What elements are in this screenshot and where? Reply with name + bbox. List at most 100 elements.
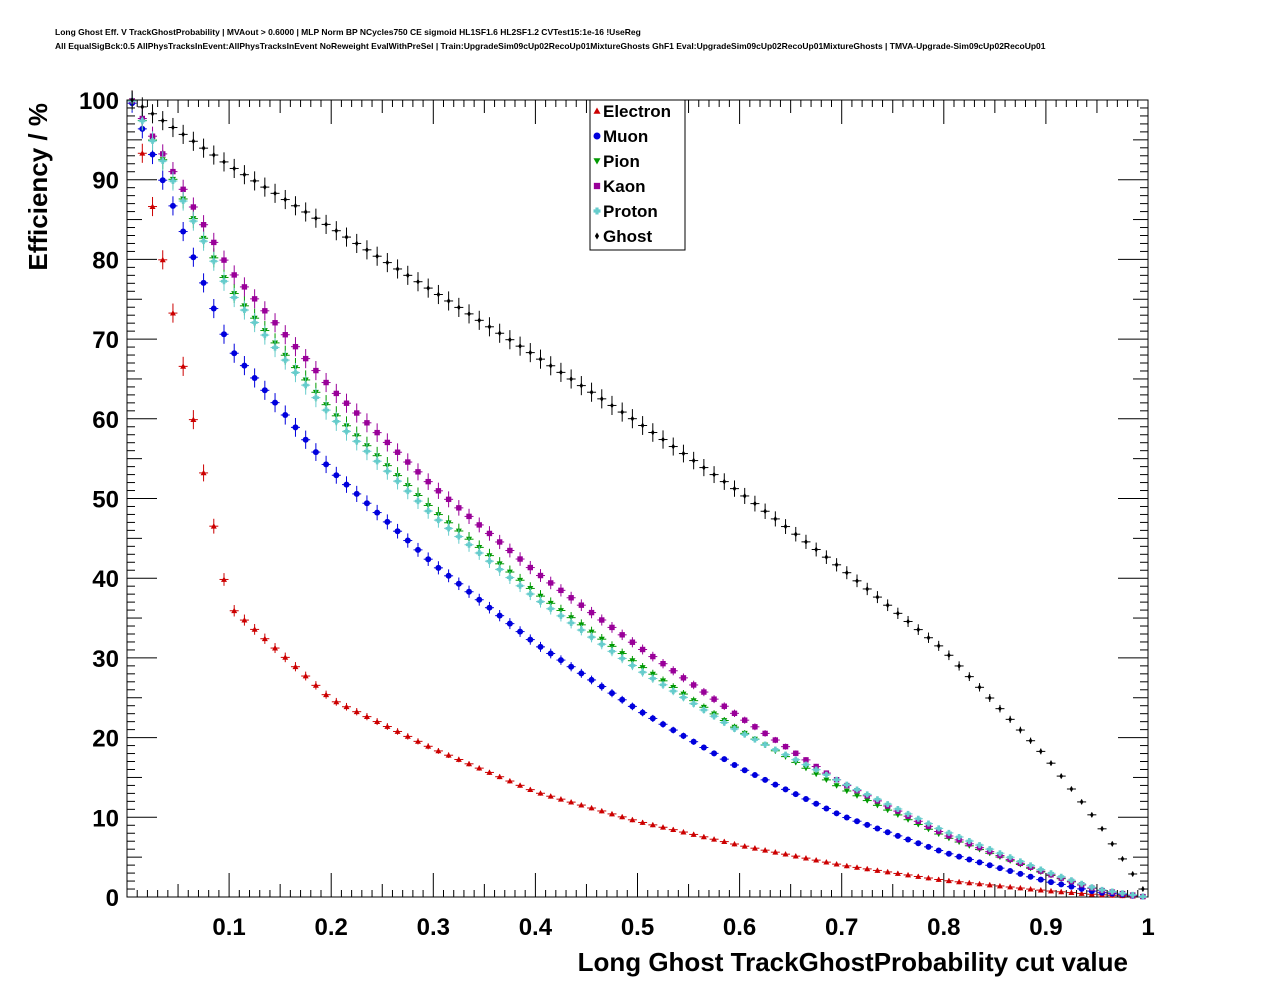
data-point [231,607,238,614]
data-point [180,198,187,205]
data-point [527,564,533,571]
data-point [364,420,370,426]
data-point [200,222,207,228]
data-point [1017,885,1024,891]
data-point [435,517,442,524]
data-point [855,577,859,584]
data-point [956,853,963,860]
data-point [517,628,524,635]
data-point [231,350,238,357]
legend-marker [593,132,601,140]
x-tick-label: 0.7 [825,914,858,941]
data-point [896,610,900,617]
data-point [486,604,493,611]
data-point [935,825,942,832]
data-point [976,842,983,849]
data-point [998,705,1002,712]
y-tick-label: 20 [92,726,119,753]
data-point [1058,873,1065,880]
data-point [363,713,370,720]
data-point [210,258,217,265]
data-point [639,709,646,716]
data-point [721,719,728,726]
data-point [1090,811,1094,818]
data-point [925,843,932,850]
data-point [680,732,687,739]
data-point [823,771,830,778]
data-point [445,496,452,503]
series-proton [127,91,1148,900]
data-point [935,876,942,882]
data-point [1037,866,1044,873]
data-point [344,234,349,241]
legend-label: Muon [603,127,648,146]
data-point [200,279,207,286]
data-point [231,294,238,301]
data-point [394,528,401,535]
data-point [1069,786,1074,793]
data-point [159,256,166,263]
data-point [752,724,758,730]
data-point [242,171,247,178]
data-point [353,438,360,445]
data-point [1078,890,1085,896]
legend-label: Ghost [603,227,652,246]
data-point [833,861,840,867]
data-point [1048,870,1055,877]
data-point [802,765,809,772]
data-point [507,547,513,554]
data-point [926,634,931,641]
data-point [578,627,585,634]
data-point [843,788,850,794]
data-point [875,594,880,601]
data-point [804,538,808,545]
data-point [466,588,473,595]
data-point [782,851,789,857]
data-point [487,323,492,330]
data-point [670,688,677,695]
data-point [190,254,197,261]
data-point [435,747,442,754]
data-point [1068,883,1075,890]
data-point [527,591,534,598]
data-point [365,246,369,253]
data-point [956,833,963,840]
data-point [476,765,483,771]
data-point [272,320,278,326]
data-point [518,343,522,350]
data-point [261,635,268,642]
data-point [772,737,779,743]
data-point [793,531,798,538]
data-point [976,859,983,866]
data-point [884,868,891,875]
data-point [568,663,575,670]
data-point [455,580,462,587]
data-point [1027,886,1034,892]
data-point [169,202,176,209]
data-point [762,847,769,853]
data-point [251,296,258,302]
data-point [333,698,340,705]
data-point [353,708,360,715]
data-point [1038,748,1043,755]
data-point [916,626,921,633]
data-point [845,569,849,576]
data-point [874,867,881,873]
data-point [496,612,503,619]
data-point [272,645,279,651]
data-point [894,832,901,839]
data-point [169,310,176,316]
data-point [986,881,993,888]
data-point [231,272,237,278]
data-point [394,728,401,734]
data-point [292,424,299,431]
data-point [864,791,871,798]
data-point [466,541,473,548]
data-point [660,721,667,728]
data-point [457,304,461,311]
data-point [363,500,370,507]
data-point [610,402,614,409]
data-point [1048,879,1055,886]
data-point [905,871,912,878]
data-point [130,97,134,103]
